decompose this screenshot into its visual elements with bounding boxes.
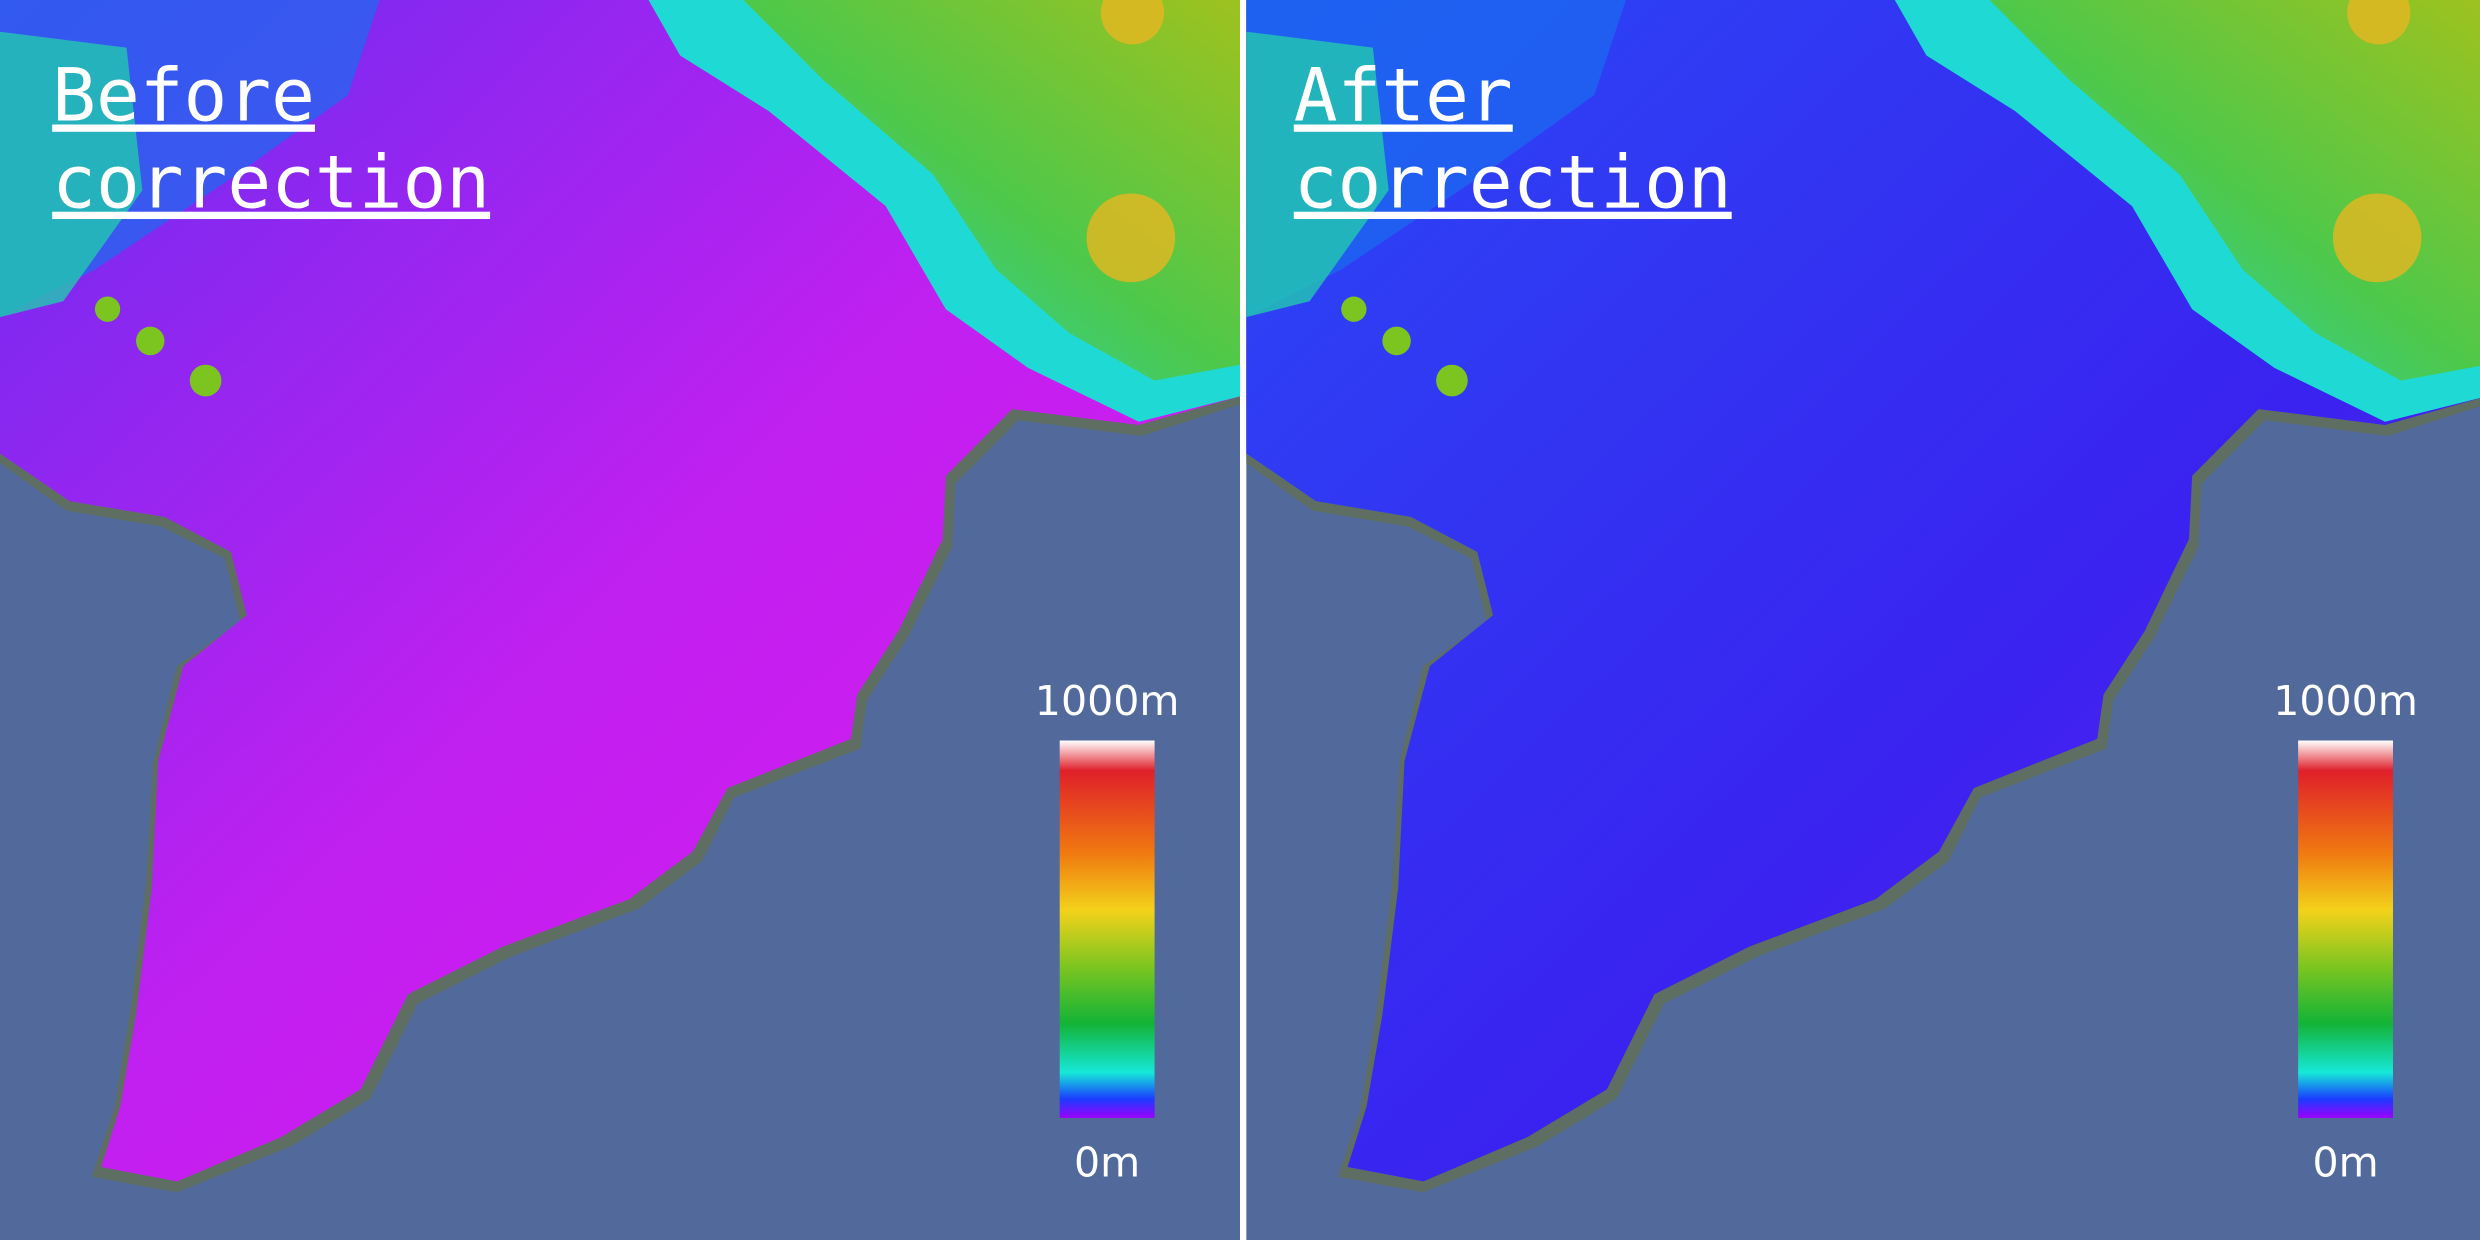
panel-after: After correction 1000m 0m: [1246, 0, 2480, 1240]
legend-max: 1000m: [1035, 677, 1180, 725]
panel-title: correction: [1294, 141, 1732, 226]
divider: [1240, 0, 1247, 1240]
legend-min: 0m: [2312, 1139, 2378, 1187]
panel-title: After: [1294, 53, 1513, 138]
panel-title: correction: [52, 141, 490, 226]
panel-before: Before correction 1000m 0m: [0, 0, 1240, 1240]
legend-min: 0m: [1074, 1139, 1140, 1187]
legend-max: 1000m: [2273, 677, 2418, 725]
color-ramp: [2298, 740, 2394, 1118]
color-ramp: [1059, 740, 1155, 1118]
panel-title: Before: [52, 53, 315, 138]
